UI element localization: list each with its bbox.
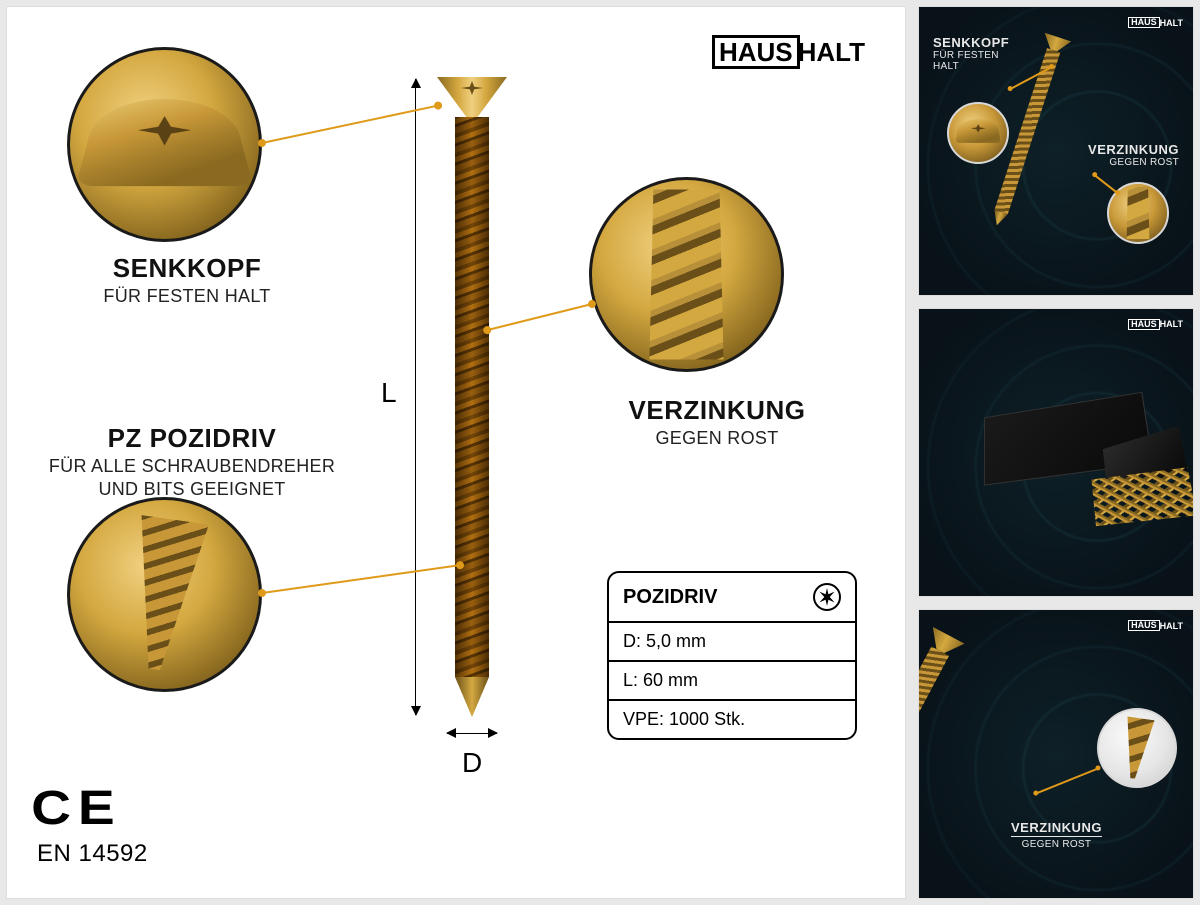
thread-render-icon (620, 189, 752, 359)
main-infographic-panel: HAUS HALT L D SENKKOPF FÜR FESTEN HALT P… (6, 6, 906, 899)
brand-rest: HALT (798, 37, 865, 68)
spec-row-l: L: 60 mm (609, 662, 855, 701)
thumb-brand: HAUS HALT (1128, 17, 1183, 28)
brand-boxed: HAUS (712, 35, 800, 69)
thumb-circle-tip (1097, 708, 1177, 788)
callout-head: SENKKOPF FÜR FESTEN HALT (37, 253, 337, 307)
dimension-line-length (415, 79, 416, 715)
callout-drive-title: PZ POZIDRIV (17, 423, 367, 454)
detail-circle-head (67, 47, 262, 242)
detail-circle-thread (589, 177, 784, 372)
callout-drive-sub2: UND BITS GEEIGNET (17, 479, 367, 500)
callout-zinc-sub: GEGEN ROST (567, 428, 867, 449)
dimension-line-diameter (447, 733, 497, 734)
thumbnail-1[interactable]: HAUS HALT SENKKOPF FÜR FESTEN HALT VERZI… (918, 6, 1194, 296)
screw-head (437, 77, 507, 117)
head-render-icon (76, 99, 254, 186)
ce-standard: EN 14592 (37, 840, 148, 868)
callout-drive-sub1: FÜR ALLE SCHRAUBENDREHER (17, 456, 367, 477)
callout-zinc-title: VERZINKUNG (567, 395, 867, 426)
thumb-circle-head (947, 102, 1009, 164)
screw-tip (455, 677, 489, 717)
spec-header-label: POZIDRIV (623, 586, 717, 609)
tip-render-icon (98, 512, 231, 677)
thumb-text-zinc: VERZINKUNG GEGEN ROST (1011, 820, 1102, 850)
thumbnail-2[interactable]: HAUS HALT (918, 308, 1194, 598)
screw-body (455, 117, 489, 677)
thumb-brand: HAUS HALT (1128, 319, 1183, 330)
callout-head-sub: FÜR FESTEN HALT (37, 286, 337, 307)
thumb-brand: HAUS HALT (1128, 620, 1183, 631)
spec-row-d: D: 5,0 mm (609, 623, 855, 662)
pointer-head (262, 105, 438, 144)
callout-zinc: VERZINKUNG GEGEN ROST (567, 395, 867, 449)
main-screw-render (437, 77, 507, 717)
spec-row-vpe: VPE: 1000 Stk. (609, 701, 855, 738)
detail-circle-tip (67, 497, 262, 692)
spec-box: POZIDRIV D: 5,0 mm L: 60 mm VPE: 1000 St… (607, 571, 857, 740)
thumb-text-head: SENKKOPF FÜR FESTEN HALT (933, 35, 1009, 72)
pozidriv-icon (813, 583, 841, 611)
callout-drive: PZ POZIDRIV FÜR ALLE SCHRAUBENDREHER UND… (17, 423, 367, 500)
thumbnail-3[interactable]: HAUS HALT VERZINKUNG GEGEN ROST (918, 609, 1194, 899)
spec-header: POZIDRIV (609, 573, 855, 623)
ce-block: CE EN 14592 (37, 781, 148, 868)
callout-head-title: SENKKOPF (37, 253, 337, 284)
thumb-text-zinc: VERZINKUNG GEGEN ROST (1088, 142, 1179, 168)
dimension-label-D: D (462, 747, 482, 779)
brand-logo: HAUS HALT (712, 35, 865, 69)
ce-mark-icon: CE (31, 781, 121, 836)
dimension-label-L: L (381, 377, 397, 409)
thumbnail-column: HAUS HALT SENKKOPF FÜR FESTEN HALT VERZI… (918, 6, 1194, 899)
pointer-tip (262, 564, 460, 594)
